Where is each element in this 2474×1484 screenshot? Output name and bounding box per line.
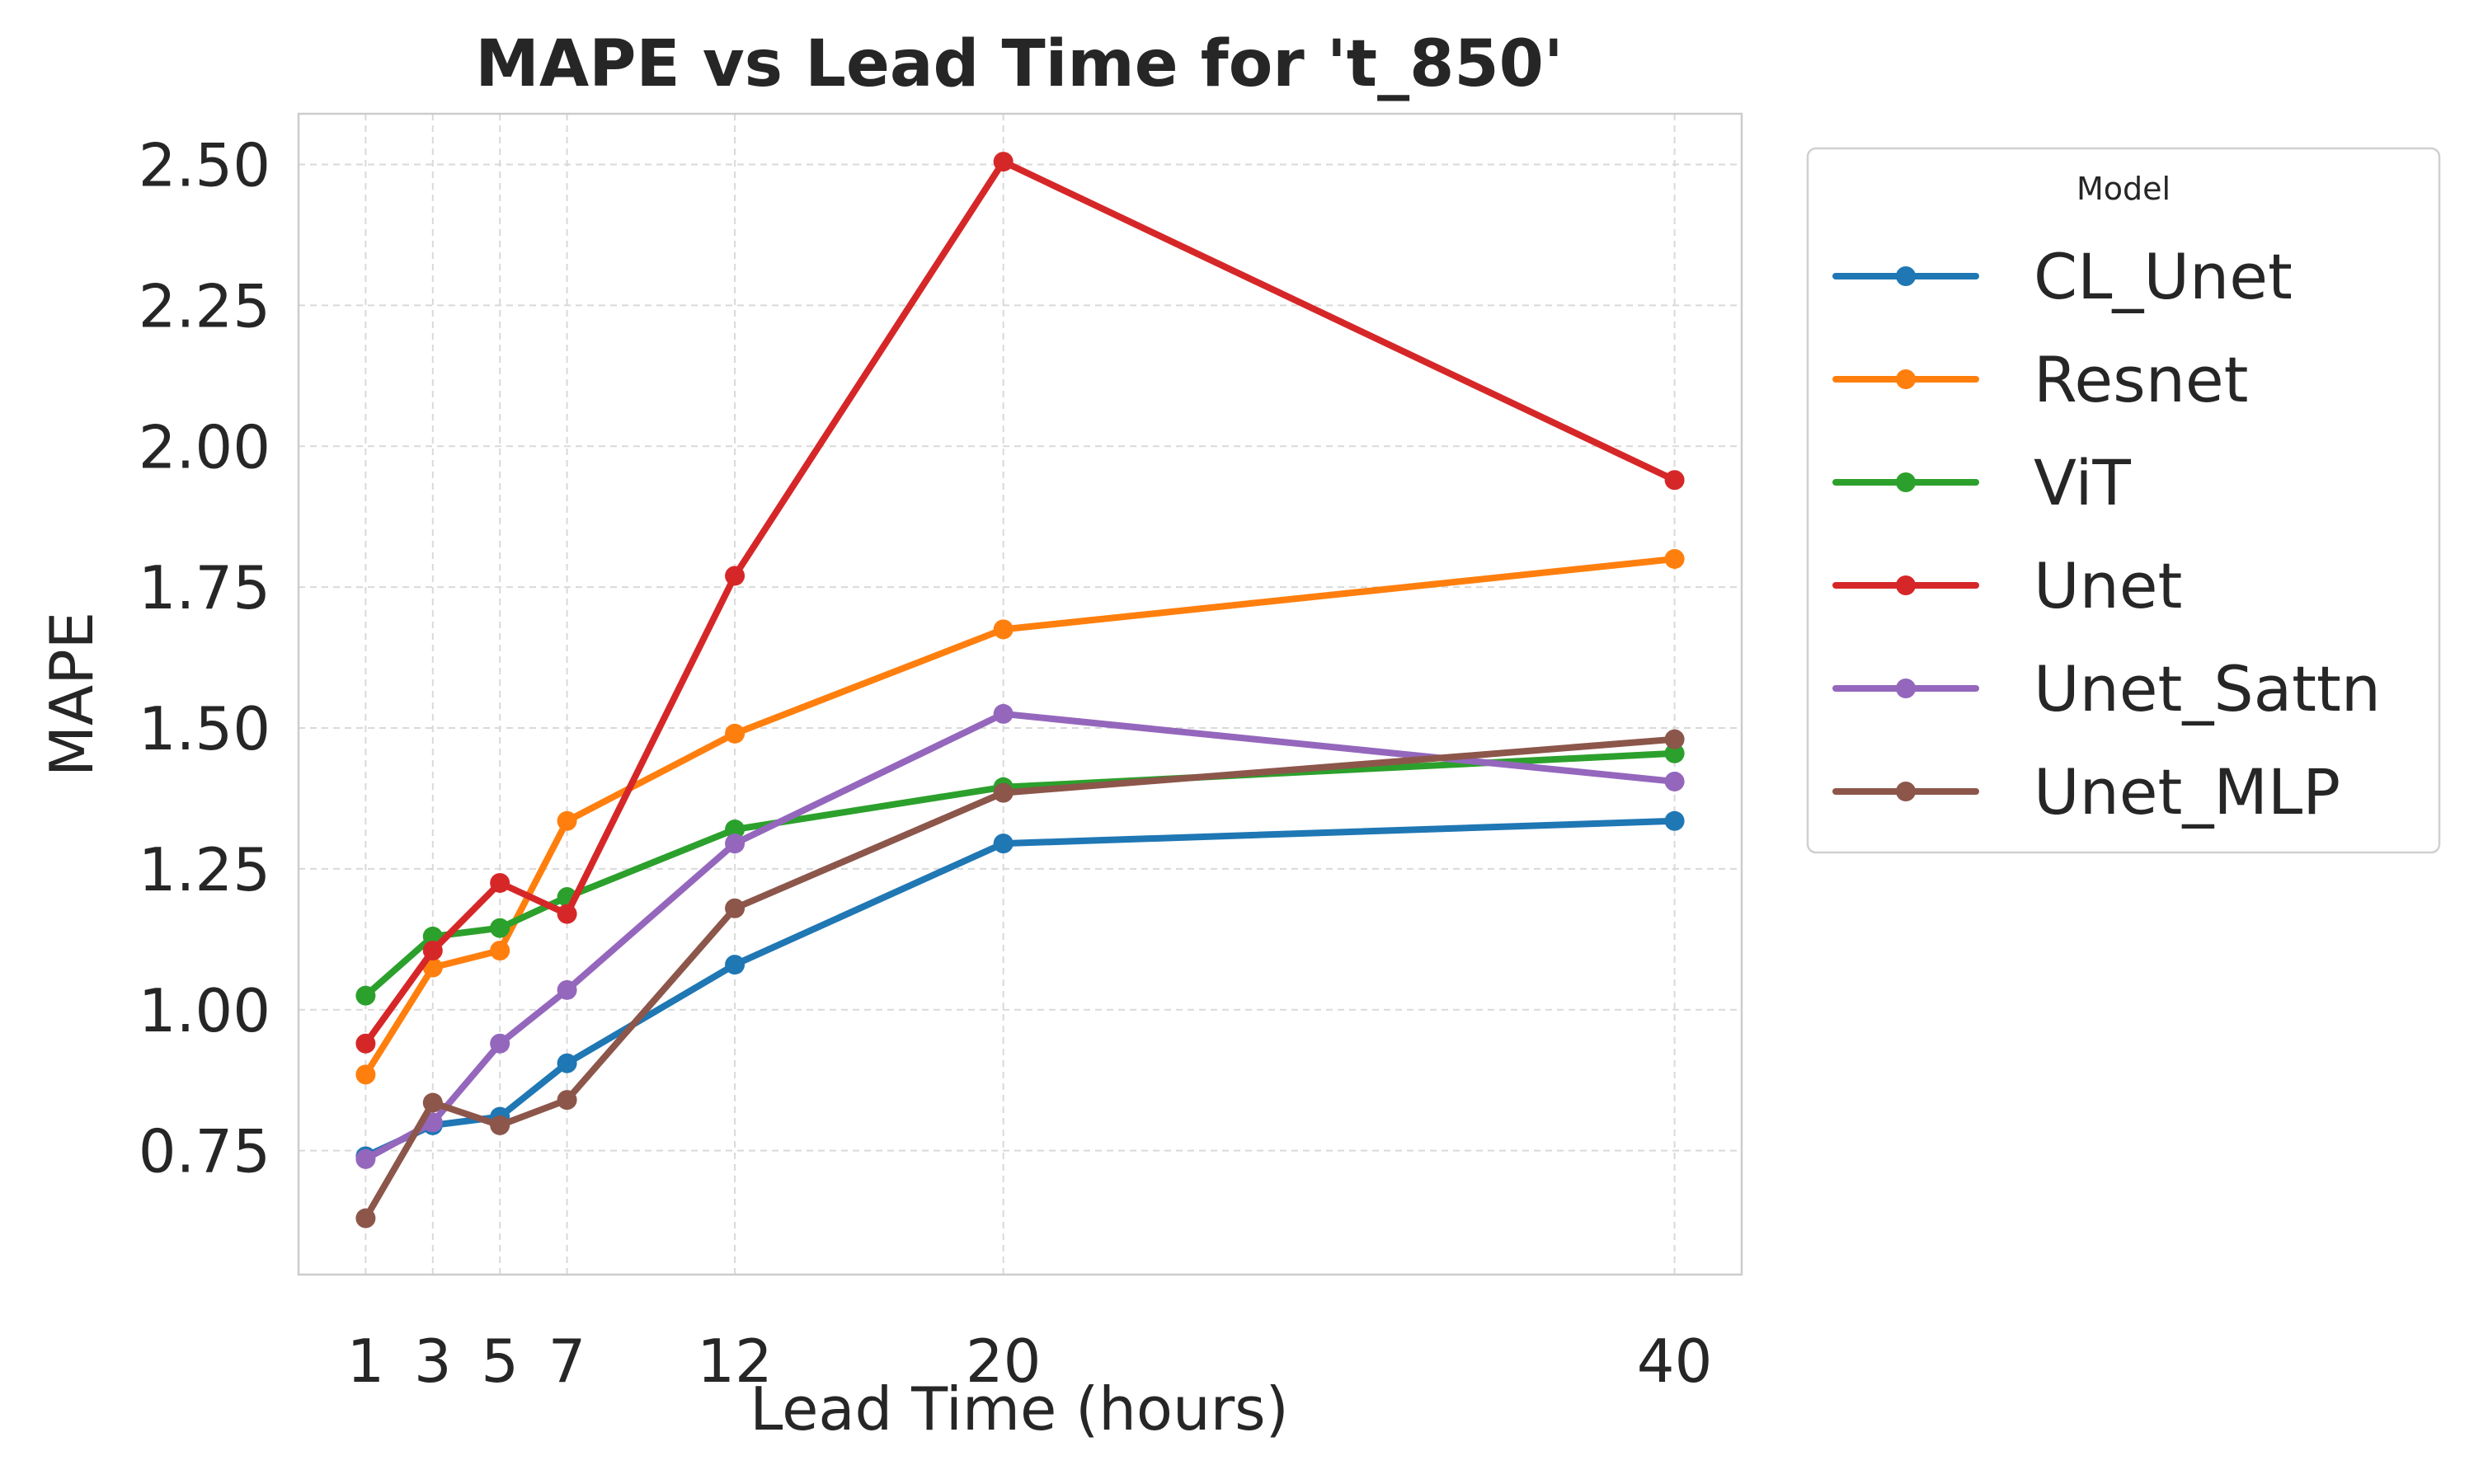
- x-tick-label: 7: [548, 1327, 586, 1396]
- legend-marker-unet: [1896, 575, 1916, 595]
- data-point-resnet: [355, 1064, 376, 1085]
- legend-item-unet: Unet: [1832, 549, 2182, 622]
- x-axis-ticks: 1 3 5 7 12 20 40: [346, 1327, 1712, 1396]
- series-layer: [355, 152, 1685, 1228]
- data-point-cl-unet: [1664, 810, 1685, 831]
- legend-label: Unet: [2034, 549, 2182, 622]
- data-point-unet: [422, 940, 443, 960]
- data-point-vit: [725, 819, 745, 840]
- data-point-resnet: [490, 940, 510, 960]
- legend-item-vit: ViT: [1832, 446, 2131, 519]
- data-point-unet: [557, 904, 577, 924]
- series-resnet: [355, 548, 1685, 1085]
- data-point-unet-mlp: [1664, 729, 1685, 749]
- data-point-resnet: [725, 723, 745, 744]
- y-tick-label: 1.25: [139, 835, 270, 904]
- data-point-unet-sattn: [1664, 771, 1685, 791]
- legend-label: Unet_MLP: [2034, 755, 2340, 829]
- data-point-unet-mlp: [725, 898, 745, 918]
- y-tick-label: 0.75: [139, 1117, 270, 1186]
- legend-title: Model: [2077, 171, 2171, 207]
- y-axis-label: MAPE: [37, 612, 106, 777]
- legend-item-cl-unet: CL_Unet: [1832, 240, 2293, 313]
- legend-item-unet-mlp: Unet_MLP: [1832, 755, 2340, 829]
- data-point-unet-mlp: [422, 1092, 443, 1113]
- data-point-unet-mlp: [557, 1090, 577, 1111]
- legend-marker-unet-mlp: [1896, 782, 1916, 801]
- legend-marker-cl-unet: [1896, 266, 1916, 286]
- x-tick-label: 5: [481, 1327, 519, 1396]
- data-point-cl-unet: [993, 834, 1014, 854]
- x-tick-label: 3: [414, 1327, 452, 1396]
- data-point-unet-mlp: [355, 1208, 376, 1228]
- legend-label: Resnet: [2034, 343, 2248, 416]
- legend-box: [1806, 147, 2441, 854]
- data-point-cl-unet: [557, 1053, 577, 1073]
- y-tick-label: 2.50: [139, 131, 270, 200]
- y-tick-label: 1.50: [139, 694, 270, 763]
- x-tick-label: 1: [346, 1327, 384, 1396]
- y-tick-label: 1.75: [139, 553, 270, 622]
- data-point-unet: [993, 152, 1014, 172]
- data-point-unet-sattn: [355, 1148, 376, 1169]
- data-point-unet-mlp: [490, 1115, 510, 1135]
- x-tick-label: 20: [966, 1327, 1042, 1396]
- legend-marker-unet-sattn: [1896, 679, 1916, 698]
- legend-item-unet-sattn: Unet_Sattn: [1832, 652, 2381, 726]
- legend: Model CL_Unet Resnet ViT Unet Unet_Sattn Unet…: [1806, 147, 2441, 854]
- data-point-unet-sattn: [993, 703, 1014, 724]
- legend-label: Unet_Sattn: [2034, 652, 2381, 726]
- y-tick-label: 1.00: [139, 976, 270, 1045]
- grid-layer: [299, 114, 1742, 1275]
- data-point-cl-unet: [725, 955, 745, 975]
- data-point-unet: [355, 1033, 376, 1054]
- data-point-unet-mlp: [993, 782, 1014, 803]
- legend-marker-vit: [1896, 472, 1916, 492]
- plot-area-frame: [297, 112, 1743, 1276]
- data-point-resnet: [557, 810, 577, 831]
- legend-items: CL_Unet Resnet ViT Unet Unet_Sattn Unet_MLP: [1832, 240, 2381, 829]
- data-point-vit: [490, 918, 510, 938]
- data-point-unet-sattn: [490, 1033, 510, 1054]
- data-point-unet-sattn: [557, 979, 577, 1000]
- data-point-unet: [490, 872, 510, 893]
- data-point-vit: [355, 985, 376, 1006]
- y-tick-label: 2.25: [139, 271, 270, 340]
- data-point-vit: [1664, 743, 1685, 763]
- series-unet-mlp: [355, 729, 1685, 1228]
- legend-label: ViT: [2034, 446, 2131, 519]
- legend-label: CL_Unet: [2034, 240, 2293, 313]
- legend-item-resnet: Resnet: [1832, 343, 2248, 416]
- y-axis-ticks: 0.75 1.00 1.25 1.50 1.75 2.00 2.25 2.50: [139, 131, 270, 1186]
- data-point-unet: [725, 566, 745, 586]
- data-point-unet-sattn: [725, 834, 745, 854]
- data-point-resnet: [1664, 548, 1685, 569]
- series-unet: [355, 152, 1685, 1054]
- y-tick-label: 2.00: [139, 412, 270, 481]
- data-point-resnet: [993, 619, 1014, 640]
- x-tick-label: 12: [697, 1327, 773, 1396]
- chart-title: MAPE vs Lead Time for 't_850': [475, 27, 1564, 101]
- data-point-unet: [1664, 470, 1685, 491]
- legend-marker-resnet: [1896, 369, 1916, 389]
- x-axis-label: Lead Time (hours): [750, 1374, 1289, 1444]
- x-tick-label: 40: [1637, 1327, 1713, 1396]
